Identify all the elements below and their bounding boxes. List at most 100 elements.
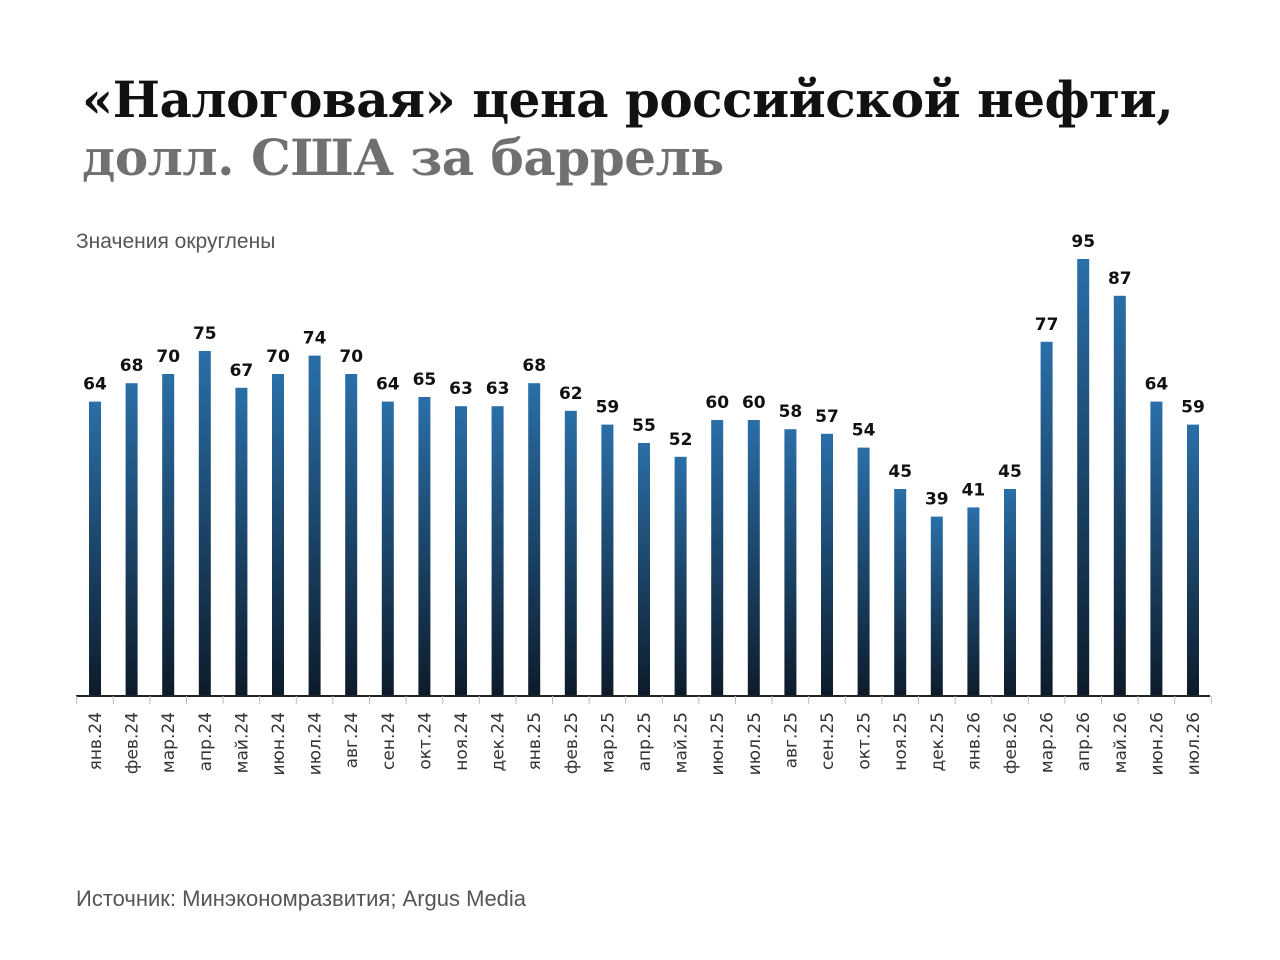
x-tick-label: фев.26 bbox=[1001, 712, 1021, 774]
value-label: 59 bbox=[596, 398, 620, 418]
x-tick-label: апр.26 bbox=[1074, 712, 1094, 771]
x-tick-label: апр.25 bbox=[635, 712, 655, 771]
x-tick-label: ноя.24 bbox=[452, 712, 472, 771]
value-labels-layer: 64 68 70 75 67 70 74 70 64 65 63 63 68 62 59 55 52 60 60 58… bbox=[83, 232, 1205, 510]
x-tick-label: май.24 bbox=[232, 712, 252, 773]
value-label: 39 bbox=[925, 490, 949, 510]
bar-апр.26 bbox=[1077, 259, 1090, 696]
bar-янв.26 bbox=[967, 507, 980, 696]
rounding-note: Значения округлены bbox=[76, 230, 276, 253]
bar-июл.24 bbox=[308, 355, 321, 696]
value-label: 70 bbox=[156, 347, 180, 367]
chart-subtitle: долл. США за баррель bbox=[82, 128, 724, 187]
x-tick-label: фев.25 bbox=[562, 712, 582, 774]
bar-янв.24 bbox=[89, 401, 101, 696]
bar-май.25 bbox=[674, 456, 687, 696]
source-note: Источник: Минэкономразвития; Argus Media bbox=[76, 886, 527, 911]
bar-июл.26 bbox=[1187, 424, 1199, 696]
value-label: 45 bbox=[888, 462, 912, 482]
value-label: 64 bbox=[1145, 375, 1169, 395]
x-tick-label: авг.25 bbox=[781, 712, 801, 768]
x-tick-label: окт.24 bbox=[415, 712, 435, 770]
x-tick-label: сен.25 bbox=[818, 712, 838, 770]
value-label: 68 bbox=[522, 356, 546, 376]
x-tick-label: мар.24 bbox=[159, 712, 179, 773]
value-label: 57 bbox=[815, 407, 839, 427]
x-tick-label: фев.24 bbox=[123, 712, 143, 774]
bar-сен.24 bbox=[381, 401, 394, 696]
bar-авг.25 bbox=[784, 429, 797, 696]
x-tick-label: авг.24 bbox=[342, 712, 362, 768]
x-tick-label: янв.24 bbox=[86, 712, 106, 770]
value-label: 74 bbox=[303, 329, 327, 349]
x-tick-label: янв.25 bbox=[525, 712, 545, 770]
x-tick-label: июл.26 bbox=[1184, 712, 1204, 775]
x-tick-labels-layer: янв.24 фев.24 мар.24 апр.24 май.24 июн.24 июл.… bbox=[86, 712, 1204, 776]
x-tick-label: янв.26 bbox=[964, 712, 984, 770]
bar-янв.25 bbox=[528, 383, 541, 696]
x-tick-label: дек.24 bbox=[489, 712, 509, 772]
x-tick-label: ноя.25 bbox=[891, 712, 911, 771]
value-label: 67 bbox=[230, 361, 254, 381]
bar-мар.24 bbox=[162, 374, 175, 696]
x-tick-label: июл.24 bbox=[306, 712, 326, 775]
value-label: 62 bbox=[559, 384, 583, 404]
bar-июн.25 bbox=[711, 420, 724, 696]
bar-май.24 bbox=[235, 387, 248, 696]
bar-окт.24 bbox=[418, 397, 431, 696]
bar-фев.26 bbox=[1004, 489, 1016, 696]
x-tick-label: мар.25 bbox=[598, 712, 618, 773]
value-label: 75 bbox=[193, 324, 217, 344]
value-label: 41 bbox=[962, 480, 986, 500]
chart-title: «Налоговая» цена российской нефти, bbox=[82, 70, 1174, 129]
bar-фев.25 bbox=[564, 410, 577, 696]
value-label: 60 bbox=[705, 393, 729, 413]
value-label: 70 bbox=[266, 347, 290, 367]
bar-окт.25 bbox=[857, 447, 870, 696]
value-label: 65 bbox=[413, 370, 437, 390]
bars-layer bbox=[89, 259, 1199, 696]
value-label: 64 bbox=[83, 375, 107, 395]
bar-июл.25 bbox=[747, 420, 760, 696]
x-tick-label: апр.24 bbox=[196, 712, 216, 771]
bar-ноя.24 bbox=[455, 406, 467, 696]
x-tick-label: мар.26 bbox=[1038, 712, 1058, 773]
x-tick-label: окт.25 bbox=[855, 712, 875, 770]
bar-апр.24 bbox=[198, 351, 211, 696]
bar-сен.25 bbox=[821, 433, 833, 696]
bar-мар.26 bbox=[1040, 341, 1053, 696]
value-label: 58 bbox=[779, 402, 803, 422]
value-label: 59 bbox=[1181, 398, 1205, 418]
x-tick-label: май.26 bbox=[1111, 712, 1131, 773]
bar-авг.24 bbox=[345, 374, 358, 696]
value-label: 63 bbox=[449, 379, 473, 399]
bar-ноя.25 bbox=[894, 489, 907, 696]
x-tick-label: июн.26 bbox=[1147, 712, 1167, 776]
value-label: 64 bbox=[376, 375, 400, 395]
bar-дек.24 bbox=[491, 406, 504, 696]
x-tick-label: июн.24 bbox=[269, 712, 289, 776]
bar-дек.25 bbox=[930, 516, 943, 696]
x-ticks-layer bbox=[76, 696, 1212, 704]
value-label: 54 bbox=[852, 421, 876, 441]
value-label: 45 bbox=[998, 462, 1022, 482]
x-tick-label: июн.25 bbox=[708, 712, 728, 776]
x-tick-label: сен.24 bbox=[379, 712, 399, 770]
x-tick-label: июл.25 bbox=[745, 712, 765, 775]
bar-фев.24 bbox=[125, 383, 138, 696]
bar-июн.24 bbox=[272, 374, 284, 696]
value-label: 77 bbox=[1035, 315, 1059, 335]
value-label: 55 bbox=[632, 416, 656, 436]
value-label: 63 bbox=[486, 379, 510, 399]
bar-май.26 bbox=[1113, 295, 1126, 696]
value-label: 52 bbox=[669, 430, 693, 450]
x-tick-label: дек.25 bbox=[928, 712, 948, 772]
bar-апр.25 bbox=[638, 443, 650, 696]
value-label: 95 bbox=[1071, 232, 1095, 252]
x-tick-label: май.25 bbox=[672, 712, 692, 773]
value-label: 68 bbox=[120, 356, 144, 376]
bar-мар.25 bbox=[601, 424, 614, 696]
value-label: 70 bbox=[339, 347, 363, 367]
